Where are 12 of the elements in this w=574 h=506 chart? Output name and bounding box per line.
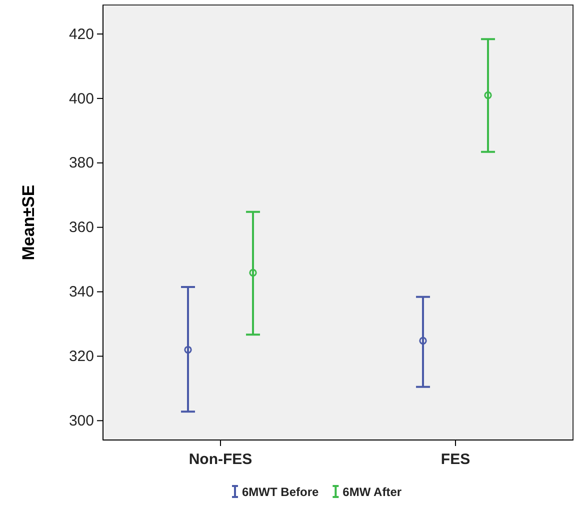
y-tick-label: 340 xyxy=(68,284,94,301)
x-tick-label: Non-FES xyxy=(188,451,252,468)
y-tick-label: 400 xyxy=(68,90,94,108)
y-tick-label: 380 xyxy=(68,154,94,172)
legend-label: 6MW After xyxy=(342,485,402,499)
legend-label: 6MWT Before xyxy=(242,485,319,499)
y-tick-label: 360 xyxy=(68,219,94,236)
y-tick-label: 300 xyxy=(68,412,94,430)
y-tick-label: 420 xyxy=(68,26,94,43)
y-axis-title: Mean±SE xyxy=(19,184,38,260)
y-tick-label: 320 xyxy=(68,348,94,366)
x-tick-label: FES xyxy=(440,451,470,468)
